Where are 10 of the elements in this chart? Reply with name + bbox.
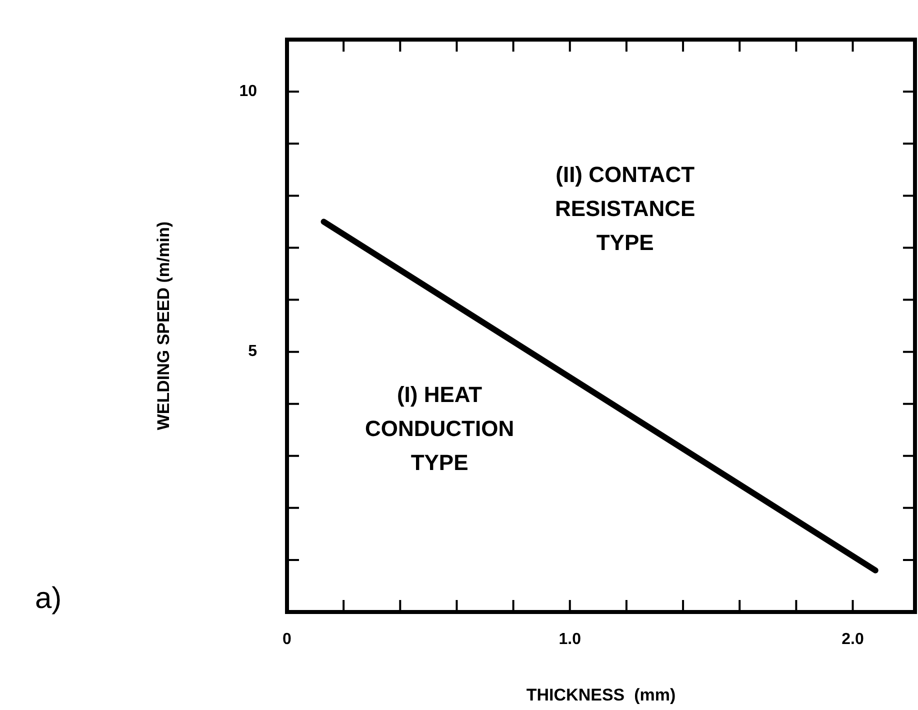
text: a) — [35, 582, 62, 616]
x-tick-label: 2.0 — [842, 631, 864, 648]
x-axis-title: THICKNESS (mm) — [526, 685, 676, 704]
x-tick-label: 0 — [282, 631, 292, 648]
y-tick-label: 10 — [239, 83, 258, 100]
x-tick-label: 1.0 — [558, 631, 582, 648]
annotation: (II) CONTACT RESISTANCE TYPE — [555, 161, 696, 257]
y-axis-title: WELDING SPEED (m/min) — [154, 221, 173, 430]
y-tick-label: 5 — [248, 343, 258, 360]
annotation: (I) HEAT CONDUCTION TYPE — [365, 381, 514, 477]
